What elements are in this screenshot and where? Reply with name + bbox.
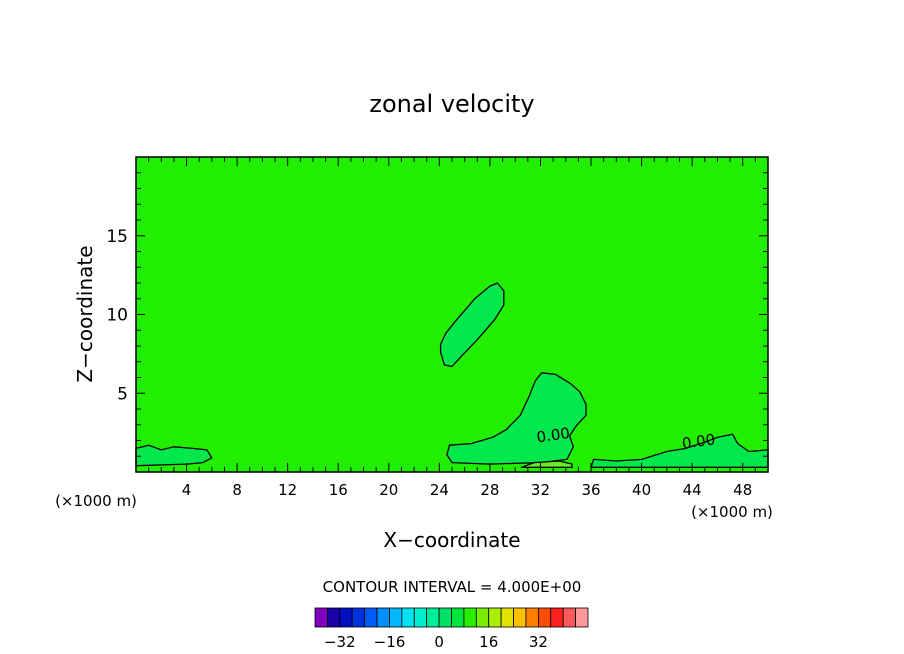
colorbar-swatch xyxy=(327,607,341,628)
colorbar-swatch xyxy=(575,607,589,628)
colorbar-tick-label: −32 xyxy=(324,633,356,651)
colorbar-swatch xyxy=(376,607,390,628)
colorbar-swatch xyxy=(451,607,465,628)
x-axis-label: X−coordinate xyxy=(383,528,520,552)
x-tick-label: 36 xyxy=(581,481,600,499)
x-tick-label: 4 xyxy=(182,481,192,499)
x-axis-unit-label-right: (×1000 m) xyxy=(691,503,773,521)
contour-region-central-plume xyxy=(446,372,587,465)
x-axis-unit-label-left: (×1000 m) xyxy=(55,492,137,510)
x-tick-label: 32 xyxy=(531,481,550,499)
field-background xyxy=(136,157,768,472)
x-tick-label: 40 xyxy=(632,481,651,499)
x-tick-label: 48 xyxy=(733,481,752,499)
contour-interval-text: CONTOUR INTERVAL = 4.000E+00 xyxy=(323,578,582,596)
contour-label: 0.00 xyxy=(681,430,717,452)
y-axis-label: Z−coordinate xyxy=(73,245,97,382)
colorbar-swatch xyxy=(364,607,378,628)
colorbar-swatch xyxy=(351,607,366,628)
colorbar-swatch xyxy=(463,607,477,628)
contour-region-upper-blob xyxy=(439,282,505,368)
x-tick-label: 16 xyxy=(329,481,348,499)
x-tick-label: 12 xyxy=(278,481,297,499)
colorbar-tick-label: −16 xyxy=(374,633,406,651)
colorbar-tick-label: 32 xyxy=(529,633,548,651)
chart-title: zonal velocity xyxy=(369,90,534,118)
plot-area: 0.00 0.00 xyxy=(135,156,769,473)
y-tick-label: 10 xyxy=(106,306,128,326)
colorbar: −32 −16 0 16 32 xyxy=(314,607,589,651)
x-tick-label: 24 xyxy=(430,481,449,499)
colorbar-tick-label: 0 xyxy=(434,633,444,651)
colorbar-swatch xyxy=(339,607,353,628)
contour-region-right-surface-band xyxy=(590,433,769,468)
colorbar-swatch xyxy=(562,607,576,628)
colorbar-swatch xyxy=(475,607,490,628)
x-tick-label: 28 xyxy=(480,481,499,499)
x-tick-label: 44 xyxy=(683,481,702,499)
colorbar-swatch xyxy=(525,607,539,628)
colorbar-tick-label: 16 xyxy=(479,633,498,651)
colorbar-swatch xyxy=(426,607,440,628)
colorbar-swatch xyxy=(389,607,403,628)
y-tick-label: 5 xyxy=(117,384,128,404)
x-tick-label: 20 xyxy=(379,481,398,499)
colorbar-swatch xyxy=(513,607,527,628)
y-axis-ticks: 5 10 15 xyxy=(106,172,768,457)
colorbar-swatch xyxy=(401,607,415,628)
contour-region-left-surface-band xyxy=(135,444,213,467)
colorbar-swatch xyxy=(537,607,552,628)
colorbar-swatch xyxy=(488,607,502,628)
x-axis-ticks: 4 8 12 16 20 24 28 32 36 40 44 48 xyxy=(148,157,756,499)
colorbar-swatch xyxy=(438,607,452,628)
x-tick-label: 8 xyxy=(232,481,242,499)
colorbar-swatch xyxy=(550,607,564,628)
contour-label: 0.00 xyxy=(535,424,571,446)
colorbar-swatch xyxy=(413,607,428,628)
contour-region-lower-ridge xyxy=(520,460,573,468)
colorbar-swatch xyxy=(314,607,328,628)
colorbar-swatch xyxy=(500,607,514,628)
y-tick-label: 15 xyxy=(106,227,128,247)
